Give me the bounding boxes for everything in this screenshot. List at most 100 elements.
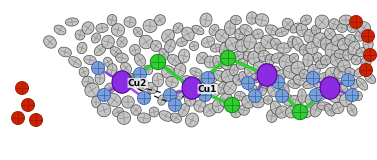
Ellipse shape [267,83,280,97]
Ellipse shape [240,24,252,36]
Ellipse shape [198,76,210,88]
Ellipse shape [206,72,218,84]
Ellipse shape [349,79,359,89]
Ellipse shape [337,24,347,32]
Ellipse shape [242,96,254,108]
Ellipse shape [354,91,362,101]
Ellipse shape [330,79,342,89]
Ellipse shape [299,106,313,118]
Ellipse shape [354,67,366,77]
Ellipse shape [158,95,166,105]
Ellipse shape [220,58,232,70]
Ellipse shape [190,68,202,76]
Ellipse shape [307,71,320,85]
Ellipse shape [133,27,143,37]
Ellipse shape [244,35,256,49]
Ellipse shape [265,54,275,66]
Ellipse shape [110,47,122,57]
Ellipse shape [212,99,224,113]
Ellipse shape [337,38,351,50]
Ellipse shape [285,106,299,118]
Ellipse shape [343,50,353,60]
Ellipse shape [345,88,359,102]
Ellipse shape [282,94,294,106]
Ellipse shape [231,15,241,25]
Ellipse shape [75,30,85,40]
Ellipse shape [351,55,361,65]
Ellipse shape [44,36,56,48]
Ellipse shape [85,83,99,97]
Ellipse shape [248,89,262,103]
Ellipse shape [236,40,248,52]
Ellipse shape [194,100,206,112]
Ellipse shape [58,47,71,57]
Ellipse shape [342,73,355,87]
Ellipse shape [348,41,360,55]
Ellipse shape [327,89,341,103]
Ellipse shape [96,23,108,33]
Ellipse shape [107,93,121,107]
Ellipse shape [94,44,106,56]
Ellipse shape [359,63,372,77]
Ellipse shape [79,67,89,77]
Ellipse shape [263,96,273,104]
Ellipse shape [122,96,134,108]
Ellipse shape [267,109,277,123]
Ellipse shape [289,53,299,63]
Ellipse shape [325,43,339,57]
Ellipse shape [255,14,269,26]
Ellipse shape [166,76,178,88]
Ellipse shape [65,18,79,26]
Ellipse shape [320,55,332,65]
Ellipse shape [339,15,353,25]
Ellipse shape [167,54,181,66]
Ellipse shape [355,31,365,41]
Ellipse shape [104,83,115,93]
Ellipse shape [159,111,173,121]
Ellipse shape [220,50,236,66]
Ellipse shape [361,57,371,67]
Ellipse shape [315,15,329,29]
Ellipse shape [173,23,183,33]
Ellipse shape [155,15,166,25]
Ellipse shape [252,96,264,108]
Ellipse shape [201,91,211,101]
Ellipse shape [224,97,240,113]
Ellipse shape [111,24,125,36]
Ellipse shape [29,113,43,127]
Ellipse shape [265,25,279,35]
Ellipse shape [270,101,282,115]
Ellipse shape [303,79,317,89]
Ellipse shape [320,77,340,99]
Ellipse shape [329,19,339,29]
Ellipse shape [102,35,114,49]
Ellipse shape [11,111,25,125]
Ellipse shape [338,60,350,72]
Ellipse shape [356,78,368,90]
Ellipse shape [84,55,96,65]
Ellipse shape [198,88,211,102]
Ellipse shape [268,66,280,78]
Ellipse shape [143,65,153,75]
Ellipse shape [239,105,249,115]
Ellipse shape [310,88,323,102]
Ellipse shape [258,50,270,62]
Ellipse shape [92,96,100,108]
Ellipse shape [113,107,123,117]
Ellipse shape [362,29,375,43]
Ellipse shape [91,33,101,43]
Ellipse shape [321,81,335,95]
Ellipse shape [15,81,29,95]
Ellipse shape [236,59,248,69]
Ellipse shape [170,113,181,123]
Ellipse shape [182,77,202,99]
Ellipse shape [137,113,151,123]
Ellipse shape [363,48,377,62]
Ellipse shape [298,89,307,103]
Ellipse shape [207,83,221,97]
Ellipse shape [325,28,336,40]
Ellipse shape [325,67,339,81]
Ellipse shape [219,43,228,57]
Ellipse shape [276,27,288,37]
Ellipse shape [117,112,131,124]
